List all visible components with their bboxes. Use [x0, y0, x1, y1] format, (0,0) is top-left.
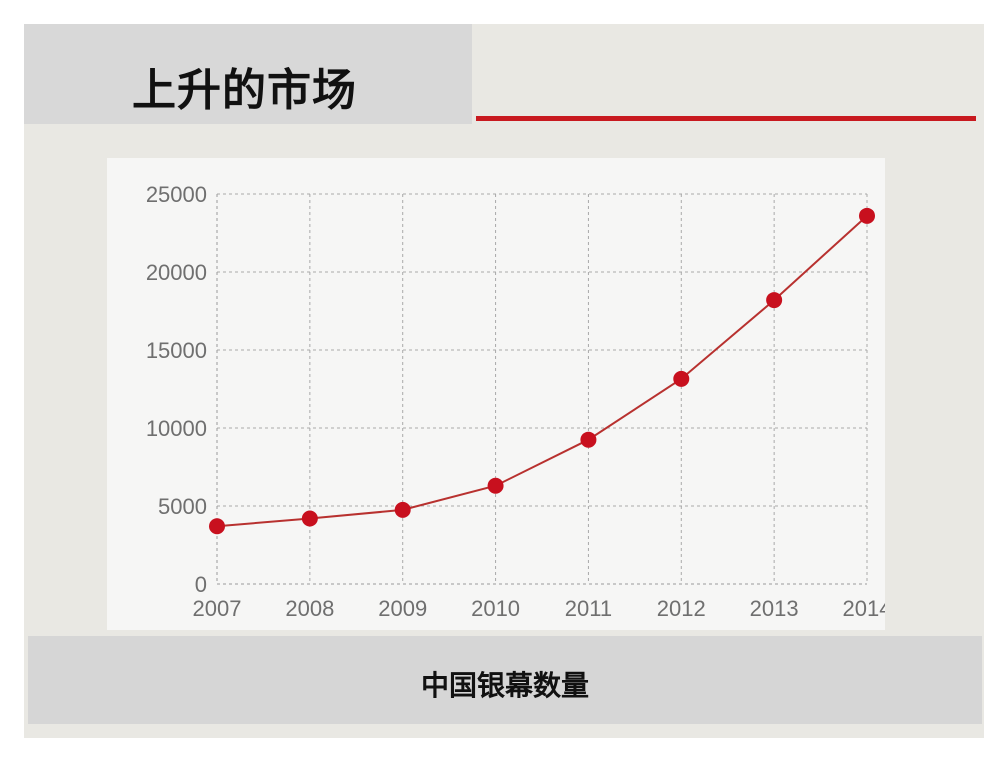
x-tick-label: 2010: [471, 596, 520, 621]
title-underline-rule: [476, 116, 976, 121]
data-point: [487, 477, 504, 494]
y-tick-label: 20000: [146, 260, 207, 285]
y-tick-label: 10000: [146, 416, 207, 441]
slide-title: 上升的市场: [132, 65, 357, 116]
chart-caption: 中国银幕数量: [420, 669, 589, 702]
data-point: [673, 370, 690, 387]
y-axis-ticks: 0 5000 10000 15000 20000 25000: [146, 182, 207, 597]
y-tick-label: 15000: [146, 338, 207, 363]
y-tick-label: 25000: [146, 182, 207, 207]
data-point: [859, 207, 875, 224]
x-tick-label: 2011: [565, 596, 612, 621]
slide: 上升的市场 0 5000 10000 15000 20000 25000 2007 2008…: [24, 24, 984, 738]
x-tick-label: 2009: [378, 596, 427, 621]
data-point: [301, 510, 318, 527]
data-point: [209, 518, 225, 535]
x-tick-label: 2012: [657, 596, 706, 621]
x-axis-ticks: 2007 2008 2009 2010 2011 2012 2013 2014: [193, 596, 885, 621]
data-point: [580, 431, 597, 448]
grid: [216, 193, 868, 585]
x-tick-label: 2007: [193, 596, 242, 621]
x-tick-label: 2008: [285, 596, 334, 621]
series-line: [216, 215, 868, 528]
y-tick-label: 0: [195, 572, 207, 597]
chart-panel: 0 5000 10000 15000 20000 25000 2007 2008 2009 20…: [107, 158, 885, 630]
caption-box: 中国银幕数量: [28, 636, 982, 724]
x-tick-label: 2013: [750, 596, 799, 621]
data-point: [766, 292, 783, 309]
y-tick-label: 5000: [158, 494, 207, 519]
series-screens: [209, 207, 875, 535]
x-tick-label: 2014: [843, 596, 885, 621]
data-point: [394, 501, 411, 518]
title-box: 上升的市场: [24, 24, 472, 124]
